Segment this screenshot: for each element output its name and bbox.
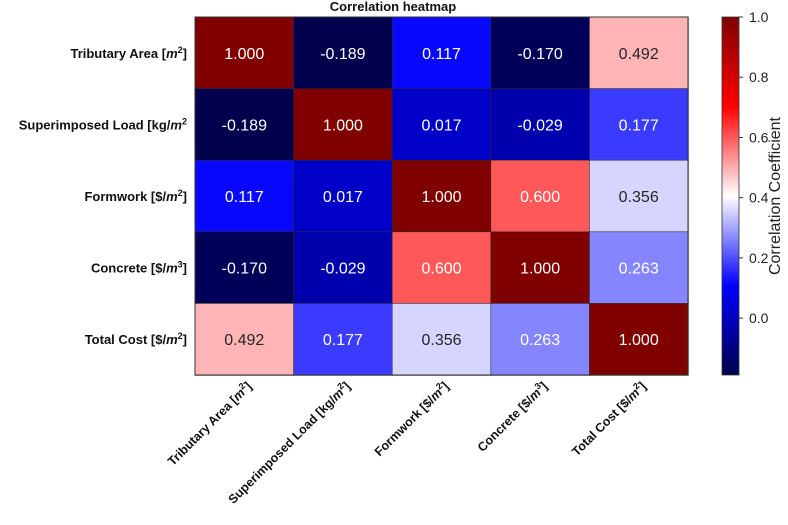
colorbar-tick-label: 0.4 <box>749 190 769 206</box>
colorbar-tick-label: 0.6 <box>749 129 769 145</box>
cell-value-label: 1.000 <box>520 261 560 278</box>
heatmap-cell <box>293 231 393 305</box>
cell-value-label: 0.492 <box>224 332 264 349</box>
cell-value-label: 0.356 <box>619 189 659 206</box>
heatmap-cell-labels: 1.000 -0.189 0.117 -0.170 0.492 -0.189 1.000 0.… <box>222 46 659 349</box>
heatmap-cell <box>293 16 393 90</box>
y-axis-tick-labels: Tributary Area [m2] Superimposed Load [kg… <box>19 45 187 347</box>
heatmap-frame <box>194 16 689 376</box>
heatmap-cell <box>293 303 393 376</box>
heatmap-cell <box>490 16 591 90</box>
heatmap-cell <box>391 303 492 376</box>
cell-value-label: -0.189 <box>222 117 267 134</box>
colorbar-tick-label: 0.8 <box>749 69 769 85</box>
y-tick-label: Total Cost [$/m2] <box>85 331 187 347</box>
cell-value-label: 1.000 <box>619 332 659 349</box>
cell-value-label: 0.600 <box>421 261 461 278</box>
heatmap-cell <box>194 88 295 161</box>
cell-value-label: 0.263 <box>520 332 560 349</box>
cell-value-label: 0.177 <box>323 332 363 349</box>
heatmap-cell <box>194 16 295 90</box>
cell-value-label: 0.177 <box>619 117 659 134</box>
x-axis-tick-labels: Tributary Area [m2]Superimposed Load [kg… <box>164 378 649 506</box>
cell-value-label: 0.600 <box>520 189 560 206</box>
y-tick-label: Superimposed Load [kg/m2 <box>19 116 187 132</box>
heatmap-cell <box>391 231 492 305</box>
cell-value-label: 0.263 <box>619 261 659 278</box>
colorbar <box>721 16 740 376</box>
x-tick-label: Formwork [$/m2] <box>370 378 451 459</box>
heatmap-cell <box>391 88 492 161</box>
heatmap-cell <box>589 303 689 376</box>
heatmap-cell <box>589 231 689 305</box>
cell-value-label: 0.356 <box>421 332 461 349</box>
colorbar-tick-label: 1.0 <box>749 9 769 25</box>
chart-title: Correlation heatmap <box>330 0 456 14</box>
y-tick-label: Formwork [$/m2] <box>84 188 187 204</box>
cell-value-label: -0.170 <box>517 46 562 63</box>
cell-value-label: -0.189 <box>320 46 365 63</box>
x-tick-label: Concrete [$/m3] <box>473 378 550 455</box>
x-tick-label: Total Cost [$/m2] <box>568 378 649 459</box>
colorbar-label: Correlation Coefficient <box>767 116 784 275</box>
cell-value-label: -0.029 <box>320 261 365 278</box>
cell-value-label: 0.017 <box>421 117 461 134</box>
cell-value-label: 0.117 <box>422 46 461 63</box>
cell-value-label: 0.492 <box>619 46 659 63</box>
y-tick-label: Tributary Area [m2] <box>70 45 187 61</box>
heatmap-cell <box>293 159 393 233</box>
cell-value-label: 1.000 <box>421 189 461 206</box>
cell-value-label: 1.000 <box>224 46 264 63</box>
heatmap-cells <box>194 16 689 376</box>
colorbar-tick-label: 0.2 <box>749 250 769 266</box>
cell-value-label: 0.017 <box>323 189 363 206</box>
heatmap-cell <box>490 231 591 305</box>
y-tick-label: Concrete [$/m3] <box>91 260 187 276</box>
cell-value-label: 0.117 <box>225 189 264 206</box>
heatmap-cell <box>391 159 492 233</box>
heatmap-cell <box>490 159 591 233</box>
heatmap-cell <box>194 303 295 376</box>
cell-value-label: 1.000 <box>323 117 363 134</box>
colorbar-ticks: 0.0 0.2 0.4 0.6 0.8 1.0 <box>739 9 769 326</box>
heatmap-cell <box>589 16 689 90</box>
colorbar-tick-label: 0.0 <box>749 310 769 326</box>
cell-value-label: -0.170 <box>222 261 267 278</box>
heatmap-cell <box>589 88 689 161</box>
x-tick-label: Tributary Area [m2] <box>164 378 255 469</box>
heatmap-cell <box>589 159 689 233</box>
cell-value-label: -0.029 <box>517 117 562 134</box>
